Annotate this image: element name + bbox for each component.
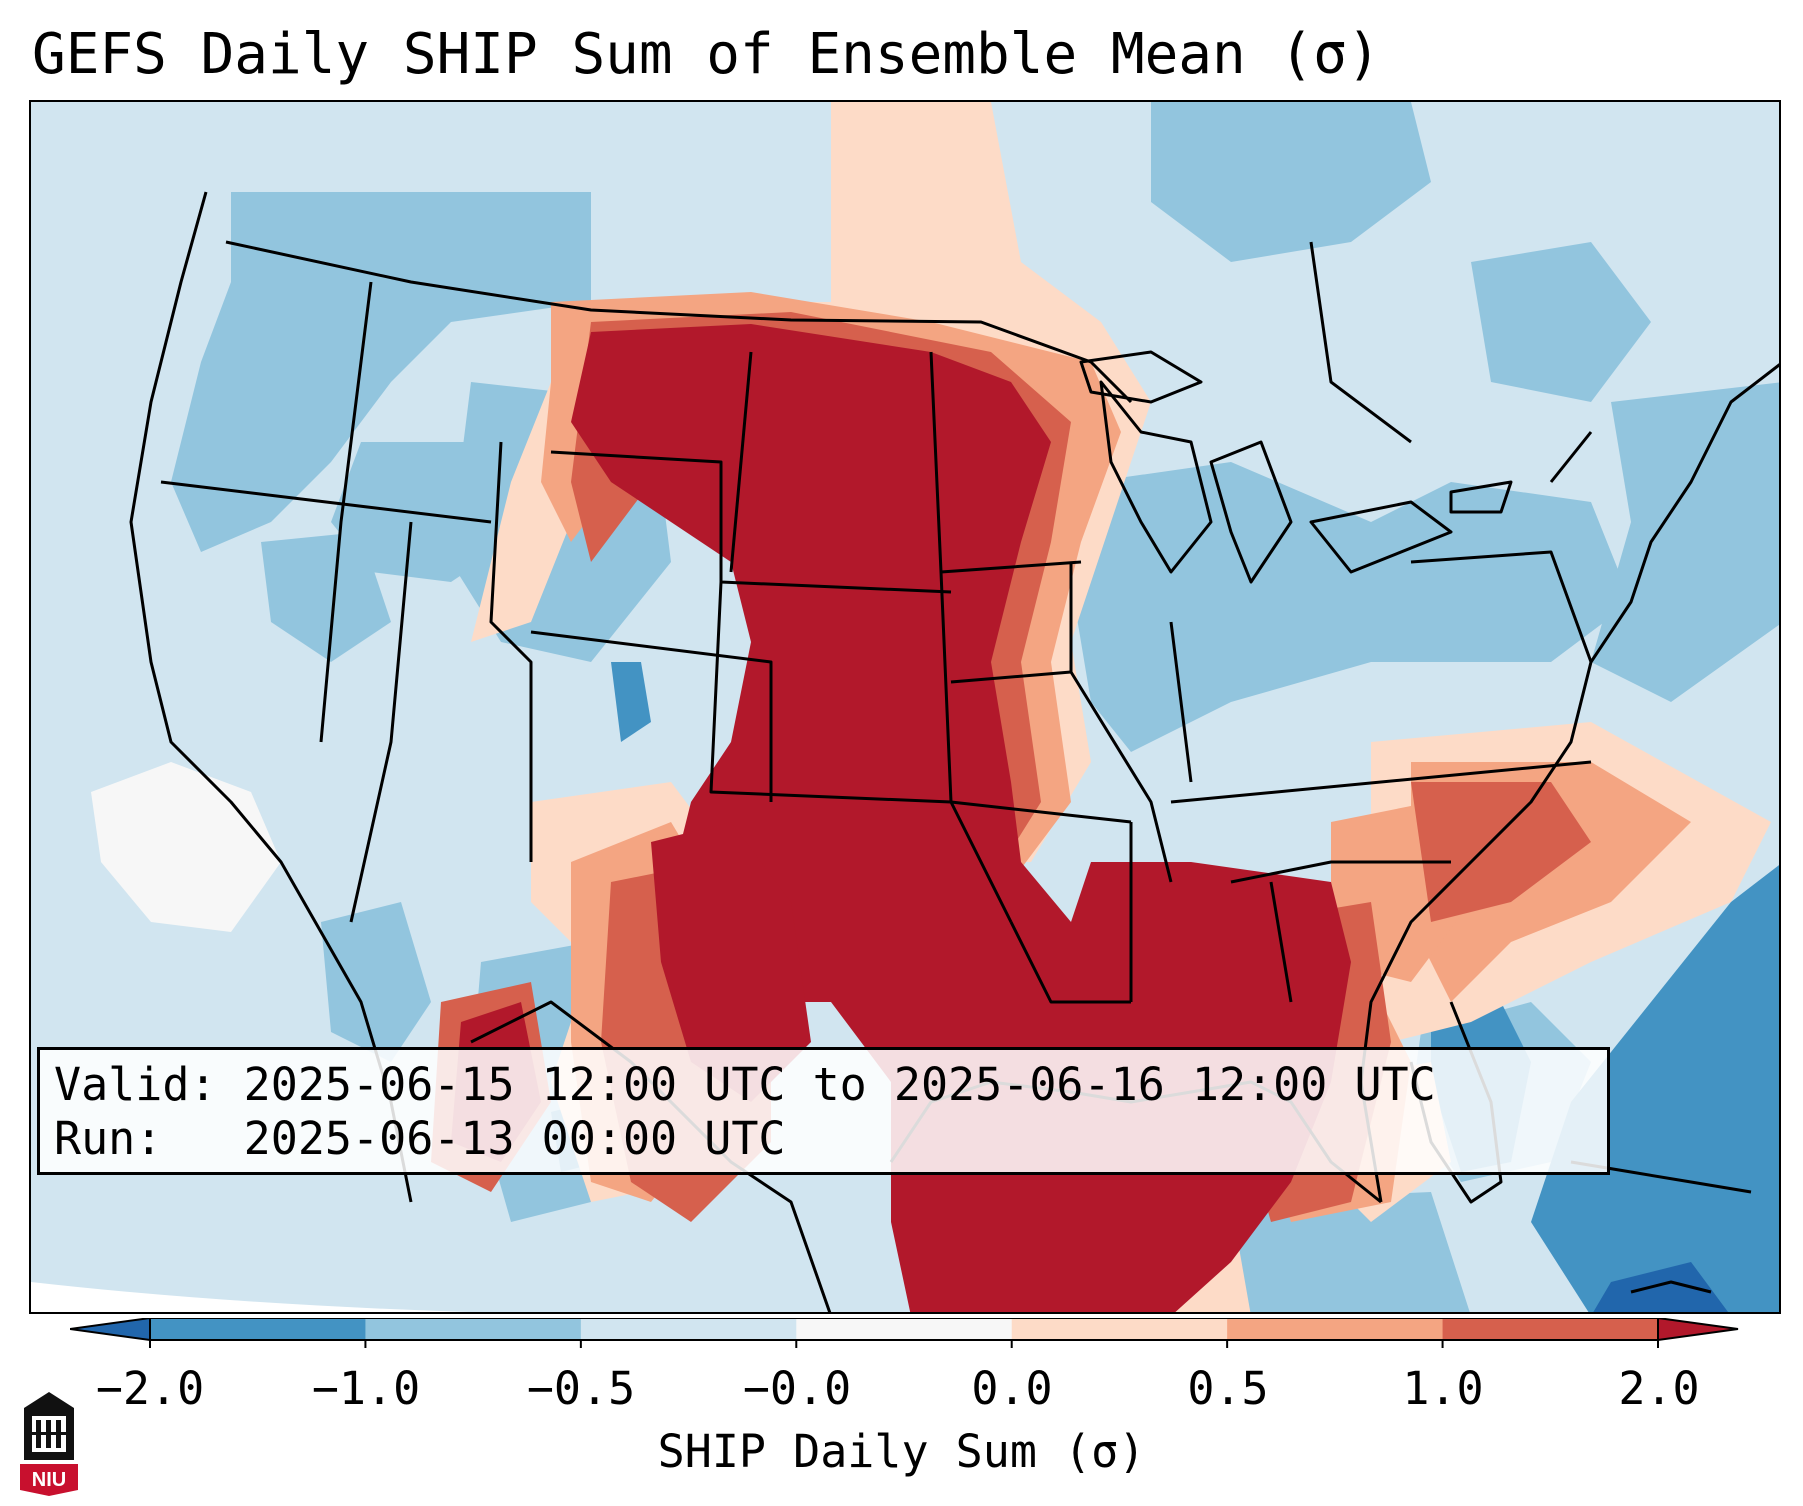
colorbar-bin [796, 1318, 1013, 1340]
lake-superior-outline [1079, 350, 1203, 404]
colorbar-bin [1442, 1318, 1659, 1340]
valid-label: Valid: [54, 1058, 217, 1111]
colorbar-tick-label: 2.0 [1618, 1362, 1700, 1415]
colorbar-bin [1011, 1318, 1228, 1340]
colorbar-tick-label: 0.5 [1187, 1362, 1269, 1415]
lake-huron-outline [1209, 440, 1293, 584]
valid-run-info-box: Valid: 2025-06-15 12:00 UTC to 2025-06-1… [37, 1047, 1610, 1175]
svg-text:NIU: NIU [32, 1469, 66, 1491]
colorbar-under-extension [70, 1318, 151, 1342]
colorbar-bin [150, 1318, 366, 1340]
colorbar-bin [580, 1318, 797, 1340]
colorbar-tick-label: −1.0 [311, 1362, 421, 1415]
west-coastline [129, 191, 413, 1203]
colorbar-bin [365, 1318, 582, 1340]
niu-logo: NIU [20, 1392, 78, 1496]
colorbar-tick-label: −0.5 [526, 1362, 636, 1415]
colorbar-over-extension [1657, 1318, 1739, 1342]
lake-ontario-outline [1449, 480, 1513, 514]
colorbar [70, 1318, 1739, 1348]
lake-michigan-outline [1099, 380, 1213, 574]
lake-erie-outline [1309, 500, 1453, 574]
run-label: Run: [54, 1112, 163, 1165]
colorbar-tick-label: 0.0 [971, 1362, 1053, 1415]
run-value: 2025-06-13 00:00 UTC [243, 1112, 786, 1165]
valid-value: 2025-06-15 12:00 UTC to 2025-06-16 12:00… [243, 1058, 1436, 1111]
colorbar-tick-label: −0.0 [742, 1362, 852, 1415]
colorbar-label: SHIP Daily Sum (σ) [657, 1425, 1146, 1478]
east-coastline [1359, 363, 1779, 1203]
chart-title: GEFS Daily SHIP Sum of Ensemble Mean (σ) [32, 22, 1381, 87]
colorbar-bin [1227, 1318, 1444, 1340]
colorbar-tick-label: 1.0 [1402, 1362, 1484, 1415]
colorbar-tick-label: −2.0 [95, 1362, 205, 1415]
